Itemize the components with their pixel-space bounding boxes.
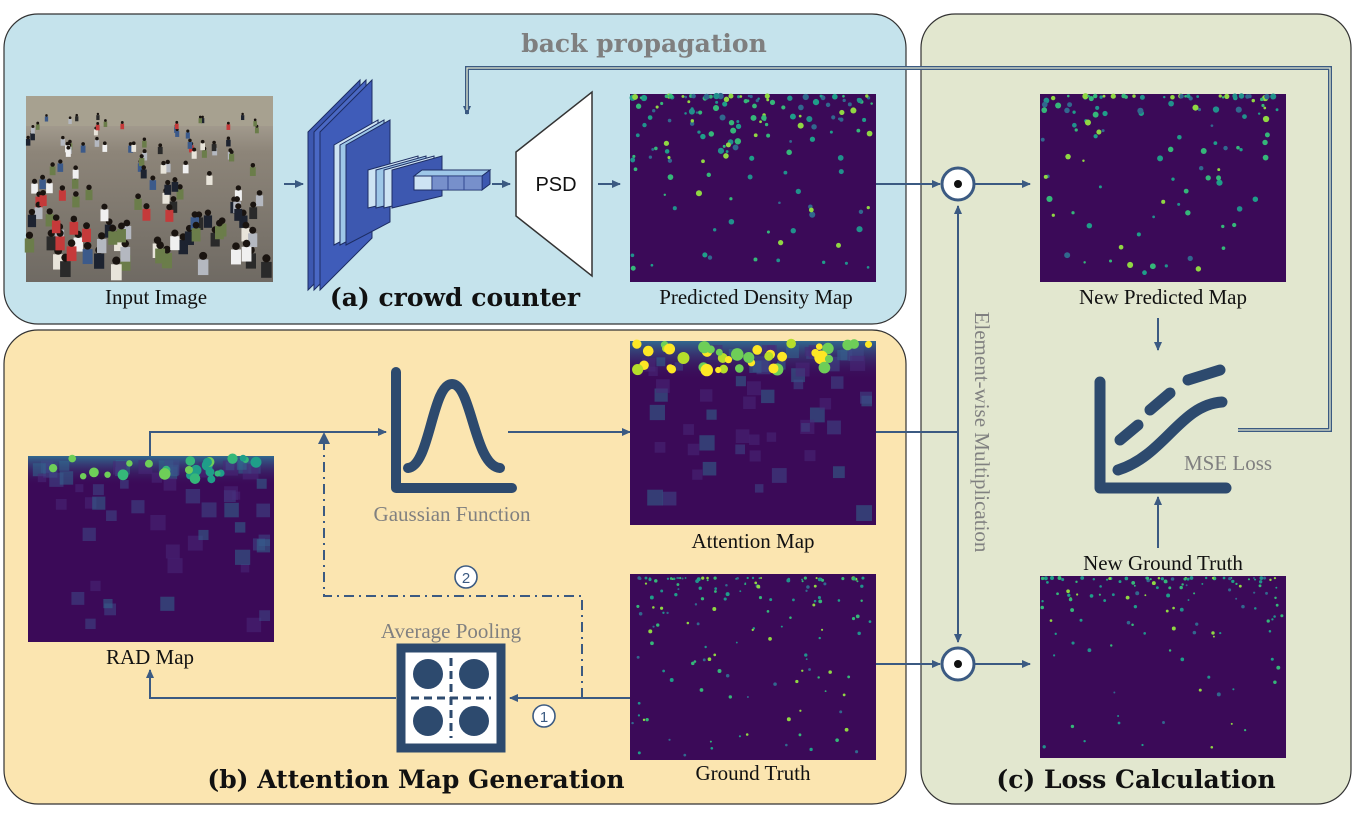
step-2-number: 2 <box>462 570 470 587</box>
step-2-marker <box>454 565 478 589</box>
attention-map <box>630 338 876 525</box>
path-2-dashdot <box>323 440 583 698</box>
rad-map-label: RAD Map <box>106 645 194 669</box>
rad-map <box>28 453 274 642</box>
mse-loss-icon <box>1094 364 1232 494</box>
psd-label: PSD <box>535 174 576 196</box>
attention-generation-title: (b) Attention Map Generation <box>207 765 624 794</box>
loss-calculation-title: (c) Loss Calculation <box>996 765 1275 794</box>
cnn-backbone-icon <box>307 78 492 292</box>
crowd-counter-title: (a) crowd counter <box>330 283 581 312</box>
ground-truth-label: Ground Truth <box>696 761 811 785</box>
ground-truth-map <box>630 574 876 760</box>
step-1-marker <box>532 704 556 728</box>
attention-map-label: Attention Map <box>691 529 814 553</box>
average-pooling-label: Average Pooling <box>381 619 522 643</box>
input-image-label: Input Image <box>105 285 207 309</box>
predicted-density-map <box>629 92 876 282</box>
step-1-number: 1 <box>540 709 548 726</box>
mse-loss-label: MSE Loss <box>1184 451 1272 475</box>
input-image <box>24 96 273 282</box>
predicted-density-map-label: Predicted Density Map <box>659 285 853 309</box>
average-pooling-icon <box>396 643 506 753</box>
gaussian-function-label: Gaussian Function <box>374 502 531 526</box>
gaussian-function-icon <box>391 367 517 493</box>
new-ground-truth-map <box>1040 576 1286 758</box>
elementwise-multiplication-label: Element-wise Multiplication <box>970 312 994 553</box>
back-propagation-label: back propagation <box>521 29 767 58</box>
new-predicted-map <box>1040 93 1286 282</box>
psd-decoder-block <box>515 90 593 278</box>
new-predicted-map-label: New Predicted Map <box>1079 285 1247 309</box>
new-ground-truth-label: New Ground Truth <box>1083 551 1243 575</box>
